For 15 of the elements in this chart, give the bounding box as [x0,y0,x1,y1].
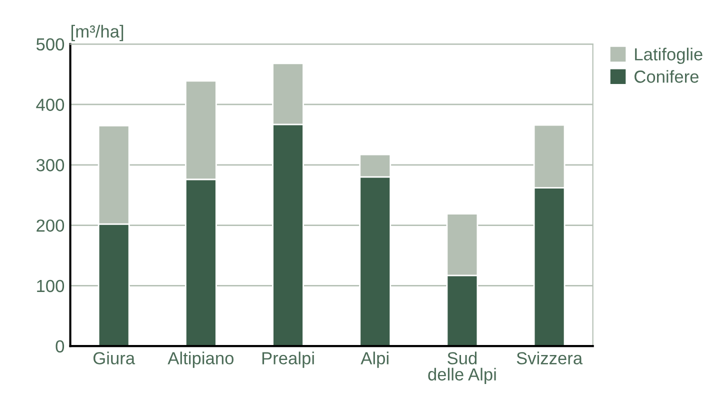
x-tick-label: Sud delle Alpi [428,352,496,384]
x-tick-label: Altipiano [168,352,234,368]
legend-label: Conifere [634,70,699,83]
x-tick-label: Alpi [360,352,388,368]
y-tick-label: 500 [36,38,64,51]
x-tick-label: Giura [93,352,136,364]
legend-label: Latifoglie [635,48,702,64]
y-axis-title: [m³/ha] [72,24,124,42]
y-tick-label: 300 [36,159,64,172]
x-tick-label: Prealpi [262,352,314,368]
y-tick-label: 100 [37,280,64,292]
y-tick-label: 0 [56,340,64,353]
y-tick-label: 200 [36,219,64,232]
x-tick-label: Svizzera [516,352,583,364]
y-tick-label: 400 [36,98,64,111]
